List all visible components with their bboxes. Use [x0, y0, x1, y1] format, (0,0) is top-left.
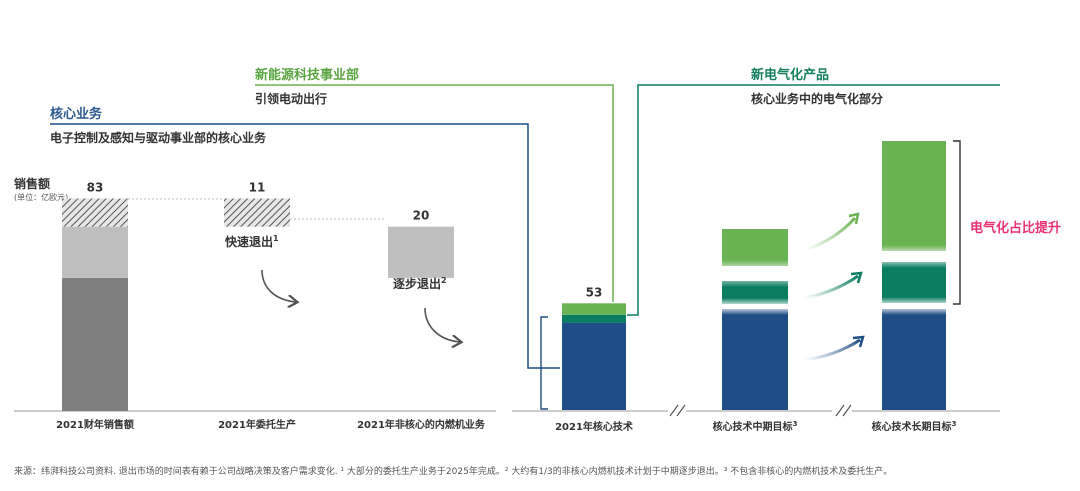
waterfall-chart: 83 11 20 2021财年销售额 2021年委托生产 2021年非核心的内燃机业务: [56, 181, 486, 431]
core-business-desc: 电子控制及感知与驱动事业部的核心业务: [50, 130, 267, 145]
gradual-exit-arrow: [424, 307, 460, 342]
bar-2021-new-energy: [562, 303, 626, 315]
bar-long-term-blend-1: [882, 245, 946, 268]
bar-long-term-blend-2: [882, 297, 946, 315]
sales-unit: (单位：亿欧元): [14, 192, 68, 202]
fast-exit-arrow: [261, 269, 296, 302]
core-category-label-3: 核心技术长期目标3: [872, 420, 957, 433]
growth-arrow-blue-head: [852, 335, 865, 348]
electric-share-label: 电气化占比提升: [970, 220, 1061, 236]
core-category-text-3: 核心技术长期目标: [872, 420, 952, 433]
bar-mid-term-new-energy: [722, 229, 788, 266]
fast-exit-sup: 1: [273, 234, 279, 243]
bar-2021-sales-gradual-part: [62, 226, 128, 278]
value-label-2: 11: [249, 181, 266, 195]
core-category-text-1: 2021年核心技术: [555, 420, 633, 433]
bar-2021-core: [562, 322, 626, 410]
core-business-title: 核心业务: [50, 106, 103, 122]
growth-arrow-teal-head: [850, 271, 863, 284]
sales-label: 销售额: [14, 176, 50, 191]
core-2021-bracket: [540, 316, 548, 410]
growth-arrow-blue: [804, 338, 861, 362]
axis-break-2: [835, 404, 852, 417]
bar-contract-manufacturing: [224, 198, 290, 227]
gradual-exit-text: 逐步退出: [393, 276, 441, 291]
bar-2021-electrification: [562, 314, 626, 323]
new-energy-title: 新能源科技事业部: [255, 67, 359, 83]
electrification-leader-line: [627, 84, 1000, 316]
electric-share-bracket: [953, 140, 961, 305]
value-label-3: 20: [413, 209, 430, 223]
bar-noncore-ice: [388, 226, 454, 278]
gradual-exit-label: 逐步退出2: [393, 276, 447, 291]
electrification-title: 新电气化产品: [751, 67, 829, 83]
electrification-desc: 核心业务中的电气化部分: [751, 91, 883, 106]
gradual-exit-sup: 2: [441, 276, 447, 285]
bar-long-term-core: [882, 309, 946, 410]
value-label-2021-core: 53: [586, 285, 603, 299]
bar-2021-sales-core: [62, 277, 128, 411]
axis-break-1: [669, 404, 686, 417]
fast-exit-text: 快速退出: [225, 234, 273, 249]
category-label-1: 2021财年销售额: [56, 418, 134, 431]
bar-long-term-electrification: [882, 262, 946, 303]
bar-2021-sales-fast-part: [62, 198, 128, 227]
new-energy-leader-line: [255, 84, 614, 302]
category-label-2: 2021年委托生产: [218, 418, 296, 431]
bar-long-term-new-energy: [882, 141, 946, 251]
bar-mid-term-blend-2: [722, 298, 788, 315]
core-category-sup-2: 3: [793, 420, 798, 428]
core-category-label-2: 核心技术中期目标3: [713, 420, 798, 433]
growth-arrow-green: [804, 216, 857, 252]
core-category-sup-3: 3: [952, 420, 957, 428]
core-category-text-2: 核心技术中期目标: [713, 420, 793, 433]
fast-exit-label: 快速退出1: [225, 234, 279, 249]
growth-arrow-green-head: [848, 212, 860, 225]
core-category-label-1: 2021年核心技术: [555, 420, 633, 433]
footnote: 来源：纬湃科技公司资料. 退出市场的时间表有赖于公司战略决策及客户需求变化. ¹…: [14, 467, 893, 477]
category-label-3: 2021年非核心的内燃机业务: [357, 418, 486, 431]
bar-mid-term-core: [722, 309, 788, 410]
core-business-leader-line: [50, 123, 560, 369]
bar-mid-term-blend-1: [722, 260, 788, 287]
new-energy-desc: 引领电动出行: [255, 91, 327, 106]
growth-arrow-teal: [804, 274, 859, 300]
value-label-1: 83: [87, 181, 104, 195]
